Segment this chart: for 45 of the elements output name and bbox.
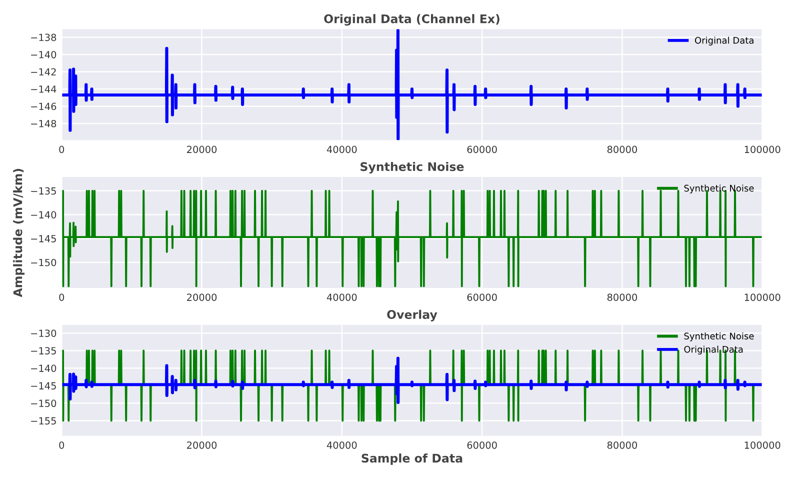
line-series: [62, 28, 762, 141]
x-tick-label: 20000: [187, 441, 217, 449]
y-tick-label: −130: [31, 330, 56, 337]
y-tick-label: −138: [31, 34, 56, 42]
x-axis-title: Sample of Data: [362, 454, 462, 465]
x-tick-label: 0: [59, 294, 64, 301]
y-tick-label: −140: [31, 364, 56, 372]
legend-label: Original Data: [684, 346, 743, 354]
x-tick-label: 0: [59, 146, 64, 154]
y-tick-label: −150: [31, 258, 56, 266]
x-tick-label: 20000: [187, 146, 217, 154]
y-tick-label: −142: [31, 68, 56, 76]
x-tick-label: 80000: [607, 294, 638, 301]
x-tick-label: 0: [59, 441, 64, 449]
x-tick-label: 80000: [607, 146, 638, 154]
y-tick-label: −150: [31, 400, 56, 408]
y-tick-label: −135: [31, 187, 56, 195]
chart-title: Overlay: [387, 310, 438, 322]
y-tick-label: −146: [31, 102, 56, 110]
x-tick-label: 40000: [326, 146, 357, 154]
x-tick-label: 20000: [187, 294, 217, 301]
y-tick-label: −140: [31, 50, 56, 58]
y-tick-label: −135: [31, 347, 56, 354]
y-tick-label: −155: [31, 417, 56, 425]
y-tick-label: −144: [31, 86, 56, 93]
x-tick-label: 80000: [607, 441, 638, 449]
legend-label: Synthetic Noise: [684, 184, 754, 194]
x-tick-label: 100000: [744, 146, 780, 154]
y-axis-title: Amplitude (mV/km): [13, 168, 24, 298]
x-tick-label: 40000: [326, 441, 357, 449]
line-series: [62, 356, 762, 404]
y-tick-label: −140: [31, 211, 56, 218]
x-tick-label: 60000: [467, 146, 497, 154]
y-tick-label: −145: [31, 382, 56, 390]
y-tick-label: −145: [31, 235, 56, 242]
x-tick-label: 100000: [744, 441, 780, 449]
chart-title: Original Data (Channel Ex): [324, 14, 500, 26]
legend-label: Synthetic Noise: [684, 332, 754, 342]
chart-title: Synthetic Noise: [360, 162, 464, 174]
x-tick-label: 60000: [467, 441, 497, 449]
x-tick-label: 100000: [744, 294, 780, 301]
x-tick-label: 40000: [326, 294, 357, 301]
legend-label: Original Data: [694, 36, 754, 46]
y-tick-label: −148: [31, 120, 56, 128]
x-tick-label: 60000: [467, 294, 497, 301]
